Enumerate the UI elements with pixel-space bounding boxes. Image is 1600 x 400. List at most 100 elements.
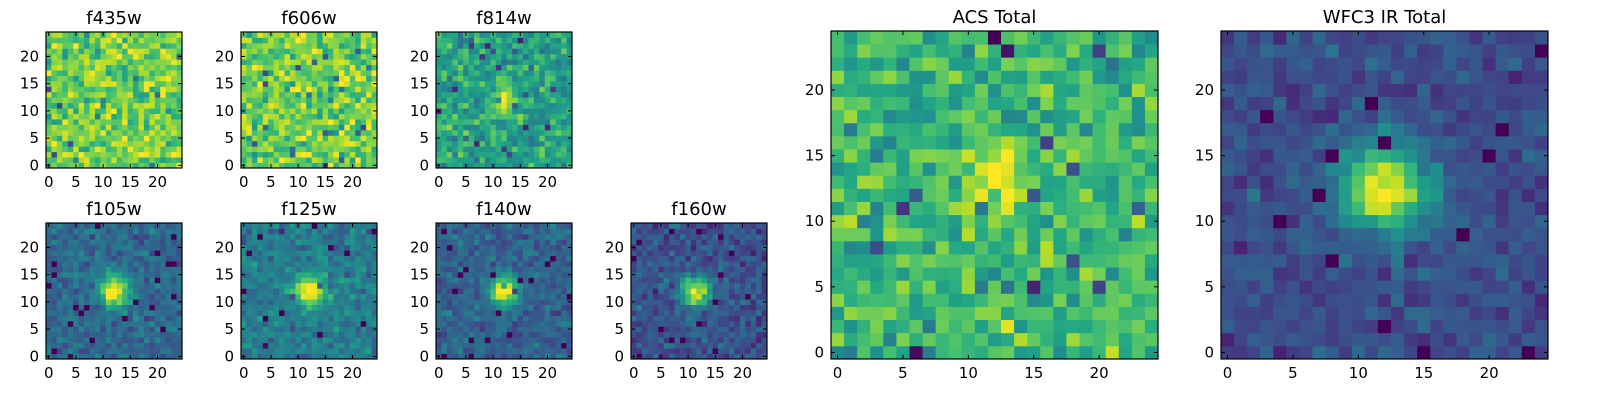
heatmap-cell [539, 310, 546, 316]
heatmap-cell [1131, 332, 1146, 347]
heatmap-cell [262, 244, 269, 251]
heatmap-cell [257, 97, 264, 104]
heatmap-cell [636, 348, 643, 354]
heatmap-cell [528, 97, 535, 104]
heatmap-cell [696, 255, 703, 262]
heatmap-cell [1014, 162, 1028, 176]
heatmap-cell [338, 353, 345, 360]
heatmap-cell [517, 124, 524, 131]
heatmap-cell [338, 239, 345, 246]
heatmap-cell [284, 37, 291, 44]
heatmap-cell [366, 113, 372, 120]
heatmap-cell [311, 48, 318, 55]
heatmap-cell [663, 348, 670, 354]
heatmap-cell [441, 91, 448, 98]
heatmap-cell [333, 140, 340, 147]
heatmap-cell [262, 102, 269, 109]
heatmap-cell [165, 348, 172, 354]
heatmap-cell [446, 119, 453, 125]
heatmap-cell [322, 282, 329, 289]
heatmap-cell [306, 315, 313, 322]
heatmap-cell [636, 266, 643, 273]
heatmap-cell [322, 315, 329, 322]
heatmap-cell [127, 140, 134, 147]
heatmap-cell [723, 239, 730, 246]
heatmap-cell [306, 348, 313, 354]
heatmap-cell [1040, 319, 1054, 334]
heatmap-cell [517, 331, 524, 338]
heatmap-cell [67, 86, 74, 93]
heatmap-cell [300, 151, 307, 158]
heatmap-cell [143, 244, 150, 251]
heatmap-cell [176, 266, 183, 273]
heatmap-cell [295, 151, 302, 158]
heatmap-cell [295, 75, 302, 82]
heatmap-cell [67, 261, 74, 267]
heatmap-cell [143, 102, 150, 109]
heatmap-cell [160, 342, 167, 349]
heatmap-cell [300, 320, 307, 327]
heatmap-cell [718, 228, 724, 235]
heatmap-cell [306, 64, 313, 71]
heatmap-cell [333, 293, 340, 300]
heatmap-cell [295, 293, 302, 300]
heatmap-cell [127, 113, 134, 120]
heatmap-cell [647, 310, 654, 316]
heatmap-cell [696, 331, 703, 338]
heatmap-cell [457, 250, 464, 257]
heatmap-cell [544, 288, 551, 295]
heatmap-cell [100, 70, 107, 76]
heatmap-cell [669, 304, 675, 311]
heatmap-cell [311, 113, 318, 120]
heatmap-cell [268, 244, 275, 251]
heatmap-cell [284, 266, 291, 273]
heatmap-cell [463, 326, 470, 333]
heatmap-cell [257, 233, 264, 240]
heatmap-cell [1079, 214, 1093, 229]
heatmap-cell [441, 102, 448, 109]
heatmap-cell [652, 261, 659, 267]
heatmap-cell [452, 162, 459, 169]
heatmap-cell [452, 119, 459, 125]
heatmap-cell [160, 304, 167, 311]
heatmap-cell [306, 331, 313, 338]
heatmap-cell [761, 304, 768, 311]
heatmap-cell [105, 124, 112, 131]
heatmap-cell [122, 320, 128, 327]
heatmap-cell [300, 337, 307, 344]
heatmap-cell [46, 140, 52, 147]
heatmap-cell [111, 299, 118, 305]
heatmap-cell [490, 91, 497, 98]
heatmap-cell [739, 304, 746, 311]
heatmap-cell [857, 188, 871, 202]
heatmap-cell [84, 42, 90, 49]
heatmap-cell [143, 233, 150, 240]
heatmap-cell [355, 53, 362, 60]
heatmap-cell [495, 151, 502, 158]
heatmap-cell [523, 299, 529, 305]
heatmap-cell [328, 342, 334, 349]
heatmap-cell [273, 151, 280, 158]
heatmap-cell [484, 342, 491, 349]
heatmap-cell [647, 223, 654, 229]
heatmap-cell [479, 102, 486, 109]
heatmap-cell [328, 310, 334, 316]
heatmap-cell [246, 151, 253, 158]
heatmap-cell [257, 157, 264, 163]
heatmap-cell [89, 223, 96, 229]
heatmap-cell [685, 282, 692, 289]
heatmap-cell [539, 315, 546, 322]
heatmap-cell [116, 91, 123, 98]
heatmap-cell [523, 293, 529, 300]
heatmap-cell [756, 250, 762, 257]
heatmap-cell [284, 97, 291, 104]
heatmap-cell [696, 288, 703, 295]
heatmap-cell [909, 345, 923, 360]
heatmap-cell [679, 288, 686, 295]
heatmap-cell [111, 244, 118, 251]
heatmap-cell [143, 223, 150, 229]
heatmap-cell [441, 320, 448, 327]
heatmap-cell [452, 233, 459, 240]
heatmap-cell [171, 271, 177, 278]
